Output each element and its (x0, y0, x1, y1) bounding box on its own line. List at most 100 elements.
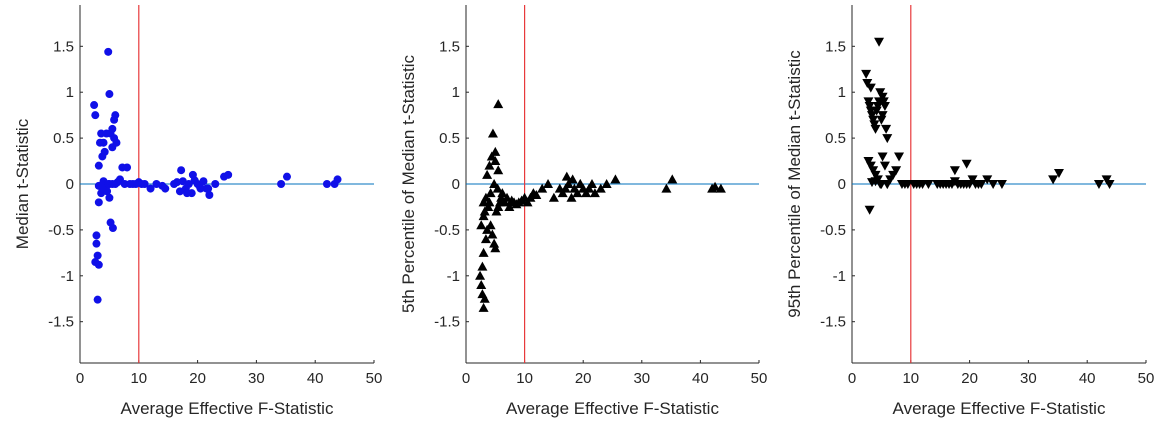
data-point (878, 97, 889, 107)
data-point (146, 184, 155, 193)
y-tick-label: 1 (66, 84, 74, 101)
data-point (1053, 168, 1064, 178)
data-point (100, 147, 109, 156)
x-tick-label: 20 (189, 370, 206, 387)
data-point (894, 152, 905, 162)
data-point (475, 270, 486, 280)
x-tick-label: 40 (1079, 370, 1096, 387)
data-point (485, 188, 496, 198)
data-point (949, 166, 960, 176)
data-point (480, 192, 491, 202)
x-axis-label: Average Effective F-Statistic (121, 399, 334, 418)
y-tick-label: 0 (838, 176, 846, 193)
data-point (522, 197, 533, 207)
data-point (491, 206, 502, 216)
data-point (478, 302, 489, 312)
data-point (478, 211, 489, 221)
data-point (572, 188, 583, 198)
data-point (581, 188, 592, 198)
data-point (108, 224, 117, 233)
y-tick-label: 1.5 (53, 38, 74, 55)
data-point (879, 161, 890, 171)
data-point (864, 205, 875, 215)
data-point (1048, 175, 1059, 185)
data-point (480, 234, 491, 244)
data-point (99, 138, 108, 147)
data-point (865, 83, 876, 93)
data-point (560, 183, 571, 193)
data-point (110, 134, 119, 143)
data-point (90, 101, 99, 110)
data-point (877, 111, 888, 121)
data-point (493, 99, 504, 109)
data-point (715, 183, 726, 193)
data-point (485, 220, 496, 230)
data-point (108, 180, 117, 188)
y-tick-label: -1.5 (48, 314, 74, 331)
data-point (575, 179, 586, 188)
y-tick-label: 1.5 (439, 38, 460, 55)
data-point (543, 179, 554, 188)
x-tick-label: 10 (130, 370, 147, 387)
y-tick-label: 0 (66, 176, 74, 193)
data-point (111, 111, 120, 120)
data-point (566, 192, 577, 202)
y-tick-label: 0.5 (53, 130, 74, 147)
data-point (204, 184, 213, 193)
data-point (601, 179, 612, 188)
data-point (173, 178, 182, 187)
data-point (866, 111, 877, 121)
y-axis-label: 5th Percentile of Median t-Statistic (399, 55, 418, 313)
data-point (497, 188, 508, 198)
x-tick-label: 40 (307, 370, 324, 387)
data-point (882, 134, 893, 144)
data-point (91, 258, 100, 267)
data-point (205, 191, 214, 200)
y-tick-label: 0.5 (439, 130, 460, 147)
data-point (667, 174, 678, 184)
data-point (661, 183, 672, 193)
data-point (961, 159, 972, 169)
x-tick-label: 30 (1020, 370, 1037, 387)
data-point (584, 183, 595, 193)
data-point (863, 97, 874, 107)
data-point (211, 180, 220, 188)
data-point (563, 179, 574, 188)
data-point (492, 183, 503, 193)
y-tick-label: -1.5 (434, 314, 460, 331)
data-point (861, 69, 872, 79)
data-point (561, 171, 572, 181)
x-tick-label: 50 (366, 370, 383, 387)
data-point (870, 170, 881, 180)
data-point (108, 143, 117, 152)
data-point (610, 174, 621, 184)
data-point (476, 220, 487, 230)
data-point (188, 170, 197, 179)
data-point (967, 175, 978, 185)
data-point (93, 295, 102, 304)
data-point (504, 201, 515, 211)
data-point (1093, 180, 1104, 189)
data-point (865, 161, 876, 171)
data-point (490, 146, 501, 156)
data-point (123, 163, 132, 172)
y-tick-label: -1 (61, 268, 74, 285)
data-point (484, 160, 495, 170)
data-point (876, 115, 887, 125)
data-point (140, 180, 149, 188)
data-point (862, 79, 873, 89)
y-axis-label: 95th Percentile of Median t-Statistic (785, 50, 804, 318)
data-point (489, 238, 500, 248)
data-point (1104, 180, 1115, 189)
data-point (877, 152, 888, 162)
data-point (183, 189, 192, 198)
y-tick-label: 1.5 (825, 38, 846, 55)
x-tick-label: 0 (848, 370, 856, 387)
x-tick-label: 20 (961, 370, 978, 387)
data-point (105, 90, 114, 99)
y-tick-label: -0.5 (48, 222, 74, 239)
data-point (868, 115, 879, 125)
data-point (477, 261, 488, 271)
data-point (881, 124, 892, 134)
